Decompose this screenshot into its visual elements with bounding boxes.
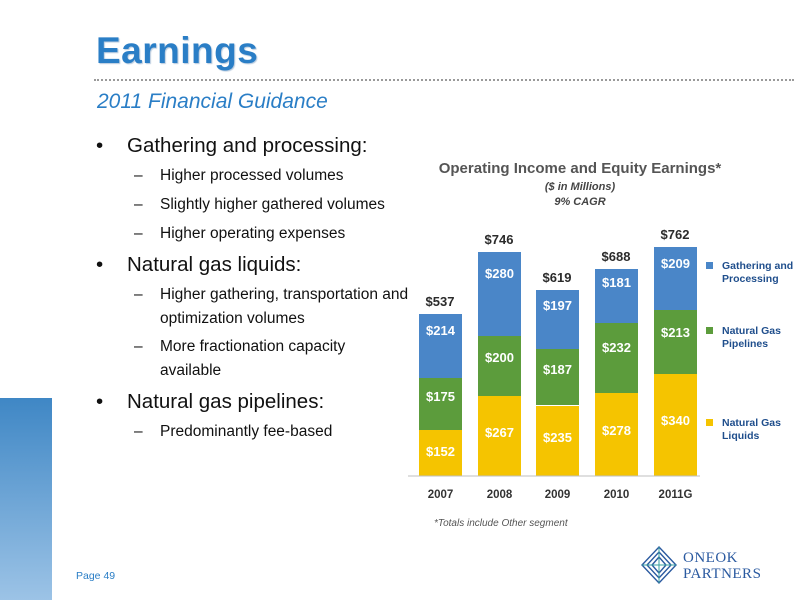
bar-value-label: $232	[602, 340, 631, 356]
dash-glyph: –	[134, 167, 143, 184]
legend-label: Natural Gas Pipelines	[722, 325, 781, 350]
bar-segment	[654, 374, 697, 476]
sub-bullet-text: Higher gathering, transportation and opt…	[160, 286, 409, 327]
bar-segment	[595, 392, 638, 476]
left-accent-bar	[0, 398, 52, 600]
title-divider	[94, 79, 794, 81]
legend-label: Natural Gas Liquids	[722, 417, 781, 442]
bar-segment	[536, 405, 579, 476]
legend-label: Gathering and Processing	[722, 260, 794, 285]
bar-total-label: $762	[660, 227, 690, 243]
page-number: Page 49	[76, 570, 116, 582]
bar-value-label: $209	[661, 256, 690, 272]
chart-cagr: 9% CAGR	[554, 196, 606, 208]
bar-value-label: $340	[661, 412, 690, 428]
dash-glyph: –	[134, 286, 143, 303]
bar-segment	[595, 268, 638, 323]
bar-segment	[654, 310, 697, 374]
bar-value-label: $278	[602, 423, 631, 439]
dash-glyph: –	[134, 423, 143, 440]
bar-segment	[419, 377, 462, 431]
bar-value-label: $214	[426, 322, 455, 338]
sub-bullet-text: Predominantly fee-based	[160, 423, 333, 440]
bar-total-label: $537	[425, 293, 455, 309]
sub-bullet-text: Higher operating expenses	[160, 225, 346, 242]
bar-value-label: $175	[426, 389, 455, 405]
x-tick-label: 2007	[427, 489, 454, 501]
bar-segment	[536, 290, 579, 350]
bar-value-label: $187	[543, 362, 572, 378]
legend-swatch	[706, 327, 713, 334]
x-tick-label: 2011G	[658, 489, 693, 501]
bar-value-label: $280	[485, 265, 514, 281]
bullet-label: Gathering and processing:	[127, 134, 368, 157]
x-tick-label: 2008	[486, 489, 513, 501]
bullet-dot: •	[96, 134, 104, 157]
bar-segment	[419, 430, 462, 476]
bar-value-label: $267	[485, 424, 514, 440]
page-title: Earnings	[96, 30, 259, 71]
bar-segment	[478, 251, 521, 336]
bullet-dot: •	[96, 253, 104, 276]
bullet-dot: •	[96, 390, 104, 413]
logo-text-oneok: ONEOK	[683, 550, 738, 566]
bar-value-label: $213	[661, 325, 690, 341]
bar-value-label: $181	[602, 275, 631, 291]
dash-glyph: –	[134, 196, 143, 213]
sub-bullet-text: Higher processed volumes	[160, 167, 344, 184]
x-tick-label: 2009	[544, 489, 571, 501]
chart-footnote: *Totals include Other segment	[434, 518, 568, 529]
dash-glyph: –	[134, 225, 143, 242]
bullet-label: Natural gas pipelines:	[127, 390, 325, 413]
bar-total-label: $746	[484, 231, 514, 247]
bar-segment	[595, 323, 638, 393]
page-subtitle: 2011 Financial Guidance	[97, 90, 328, 113]
bar-total-label: $688	[601, 248, 631, 264]
bar-segment	[419, 313, 462, 378]
sub-bullet-text: More fractionation capacity available	[160, 338, 346, 379]
bar-segment	[478, 335, 521, 396]
logo-text-partners: PARTNERS	[683, 566, 762, 582]
bar-segment	[654, 247, 697, 311]
bullet-label: Natural gas liquids:	[127, 253, 302, 276]
bar-value-label: $235	[543, 430, 572, 446]
chart-title: Operating Income and Equity Earnings*	[438, 160, 722, 177]
bar-value-label: $152	[426, 443, 455, 459]
dash-glyph: –	[134, 338, 143, 355]
bar-segment	[536, 349, 579, 406]
oneok-logo-icon	[641, 545, 677, 585]
sub-bullet-text: Slightly higher gathered volumes	[160, 196, 385, 213]
bar-segment	[478, 395, 521, 476]
bar-total-label: $619	[542, 270, 572, 286]
x-tick-label: 2010	[603, 489, 630, 501]
chart-subtitle: ($ in Millions)	[544, 181, 616, 193]
bar-value-label: $200	[485, 349, 514, 365]
legend-swatch	[706, 419, 713, 426]
bar-value-label: $197	[543, 298, 572, 314]
legend-swatch	[706, 262, 713, 269]
